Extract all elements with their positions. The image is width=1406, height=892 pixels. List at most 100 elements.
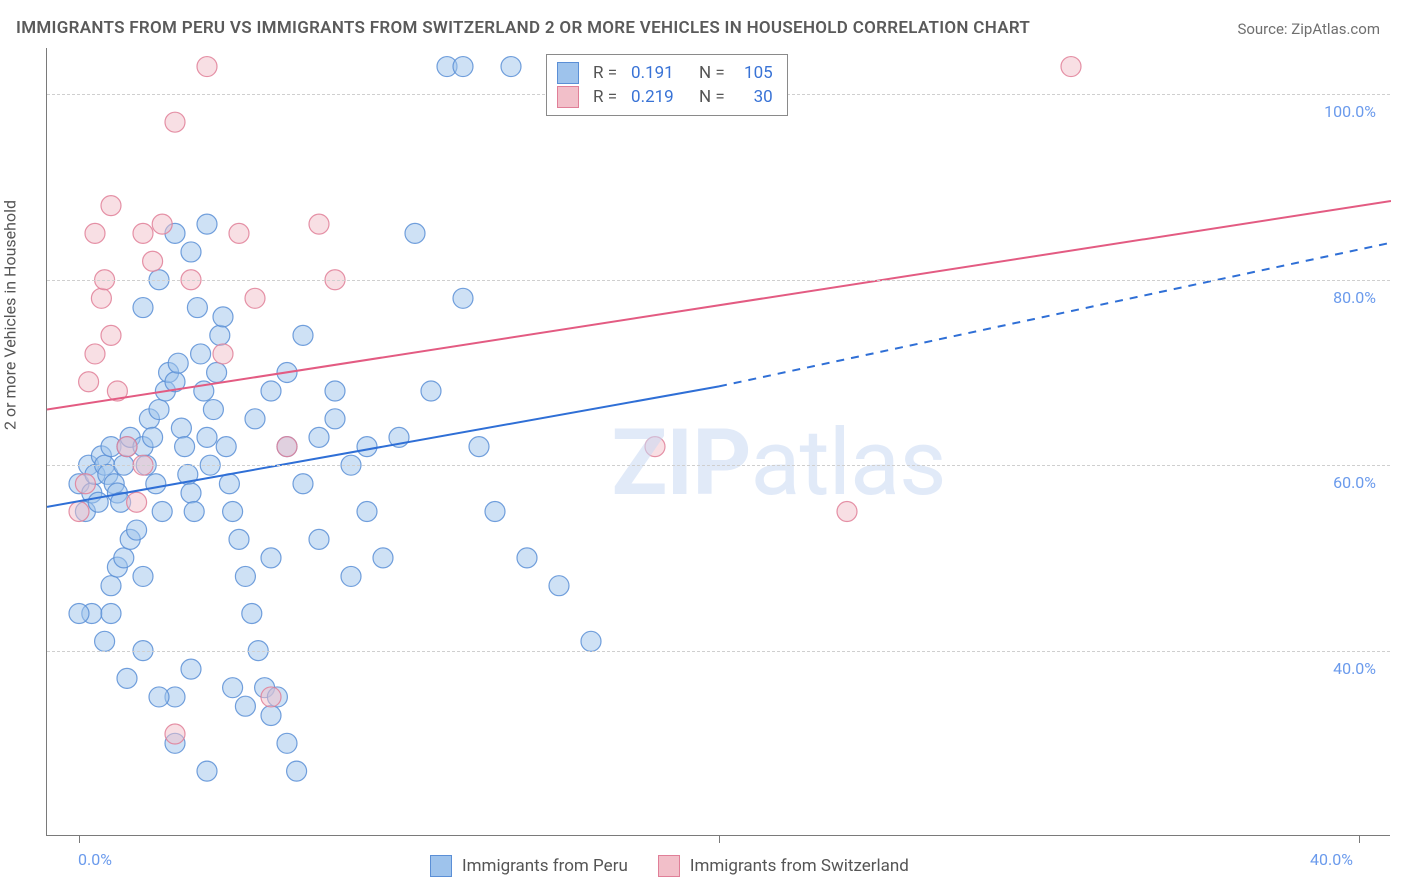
- data-point: [101, 604, 121, 624]
- legend-swatch: [658, 855, 680, 877]
- data-point: [91, 288, 111, 308]
- data-point: [197, 57, 217, 77]
- data-point: [453, 57, 473, 77]
- regression-line-extrapolated: [719, 243, 1391, 387]
- x-tick-mark: [1359, 835, 1360, 843]
- data-point: [245, 409, 265, 429]
- data-point: [309, 214, 329, 234]
- data-point: [235, 696, 255, 716]
- data-point: [146, 474, 166, 494]
- y-tick-label: 60.0%: [1333, 473, 1376, 492]
- data-point: [1061, 57, 1081, 77]
- data-point: [197, 427, 217, 447]
- data-point: [549, 576, 569, 596]
- data-point: [517, 548, 537, 568]
- x-tick-label: 40.0%: [1310, 850, 1353, 869]
- data-point: [357, 437, 377, 457]
- data-point: [373, 548, 393, 568]
- data-point: [223, 502, 243, 522]
- y-tick-label: 40.0%: [1333, 659, 1376, 678]
- data-point: [501, 57, 521, 77]
- data-point: [149, 400, 169, 420]
- data-point: [325, 381, 345, 401]
- data-point: [133, 223, 153, 243]
- data-point: [95, 631, 115, 651]
- data-point: [181, 659, 201, 679]
- data-point: [149, 687, 169, 707]
- data-point: [152, 214, 172, 234]
- data-point: [216, 437, 236, 457]
- legend-stats: R =0.191N =105R =0.219N =30: [546, 54, 788, 116]
- data-point: [191, 344, 211, 364]
- data-point: [85, 344, 105, 364]
- data-point: [181, 483, 201, 503]
- legend-swatch: [430, 855, 452, 877]
- data-point: [133, 566, 153, 586]
- data-point: [114, 548, 134, 568]
- source-label: Source:: [1237, 20, 1287, 38]
- scatter-plot: [47, 48, 1391, 836]
- data-point: [203, 400, 223, 420]
- data-point: [69, 604, 89, 624]
- y-tick-label: 80.0%: [1333, 288, 1376, 307]
- data-point: [143, 251, 163, 271]
- data-point: [207, 362, 227, 382]
- data-point: [171, 418, 191, 438]
- legend-series-item: Immigrants from Switzerland: [658, 855, 909, 877]
- data-point: [165, 112, 185, 132]
- n-value: 30: [739, 85, 773, 109]
- data-point: [229, 223, 249, 243]
- data-point: [421, 381, 441, 401]
- data-point: [581, 631, 601, 651]
- n-value: 105: [739, 61, 773, 85]
- data-point: [277, 733, 297, 753]
- data-point: [261, 705, 281, 725]
- data-point: [69, 502, 89, 522]
- data-point: [184, 502, 204, 522]
- n-label: N =: [699, 61, 725, 85]
- data-point: [293, 474, 313, 494]
- data-point: [357, 502, 377, 522]
- data-point: [277, 437, 297, 457]
- data-point: [117, 668, 137, 688]
- legend-series-label: Immigrants from Switzerland: [690, 856, 909, 876]
- data-point: [197, 214, 217, 234]
- x-tick-label: 0.0%: [78, 850, 112, 869]
- data-point: [453, 288, 473, 308]
- data-point: [229, 529, 249, 549]
- data-point: [152, 502, 172, 522]
- data-point: [127, 520, 147, 540]
- data-point: [469, 437, 489, 457]
- source-attribution: Source: ZipAtlas.com: [1237, 20, 1380, 38]
- legend-stats-row: R =0.219N =30: [557, 85, 773, 109]
- gridline: [47, 465, 1390, 466]
- x-tick-mark: [79, 835, 80, 843]
- data-point: [79, 372, 99, 392]
- r-value: 0.219: [631, 85, 681, 109]
- data-point: [133, 298, 153, 318]
- r-value: 0.191: [631, 61, 681, 85]
- data-point: [242, 604, 262, 624]
- gridline: [47, 651, 1390, 652]
- data-point: [261, 548, 281, 568]
- data-point: [309, 529, 329, 549]
- r-label: R =: [593, 85, 617, 109]
- legend-series: Immigrants from PeruImmigrants from Swit…: [430, 855, 909, 877]
- data-point: [325, 409, 345, 429]
- data-point: [175, 437, 195, 457]
- data-point: [101, 576, 121, 596]
- data-point: [293, 325, 313, 345]
- plot-area: ZIPatlas 40.0%60.0%80.0%100.0%: [46, 48, 1390, 836]
- y-tick-label: 100.0%: [1324, 102, 1376, 121]
- data-point: [168, 353, 188, 373]
- data-point: [485, 502, 505, 522]
- data-point: [75, 474, 95, 494]
- x-tick-mark: [719, 835, 720, 843]
- data-point: [261, 381, 281, 401]
- data-point: [117, 437, 137, 457]
- data-point: [213, 307, 233, 327]
- data-point: [101, 196, 121, 216]
- legend-swatch: [557, 62, 579, 84]
- data-point: [197, 761, 217, 781]
- data-point: [88, 492, 108, 512]
